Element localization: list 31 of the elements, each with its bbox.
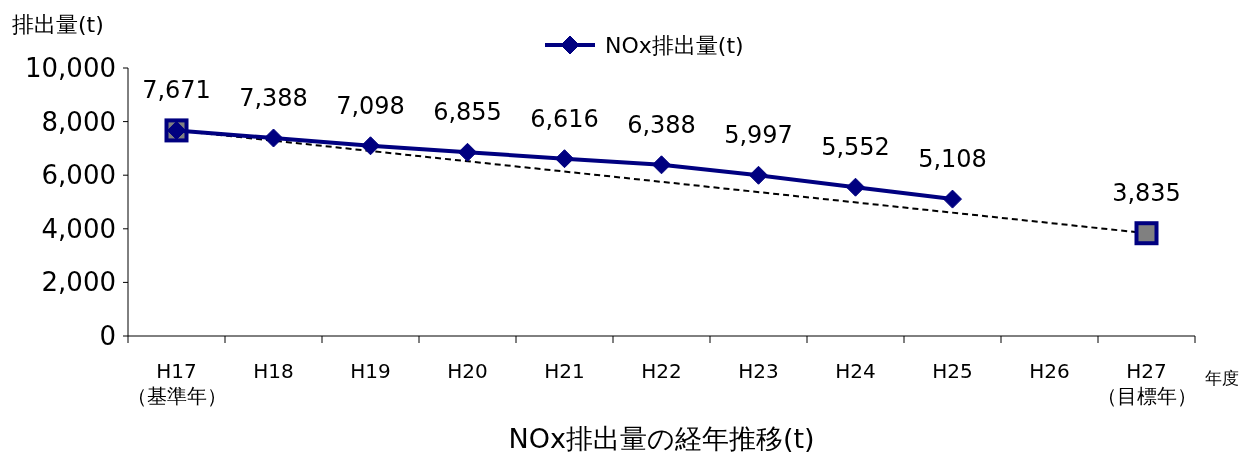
y-tick-label: 10,000 <box>25 53 116 83</box>
data-label: 6,855 <box>433 98 502 127</box>
data-label: 7,388 <box>239 84 308 112</box>
x-tick-label: H21 <box>544 359 585 383</box>
text: NOx排出量の経年推移(t) <box>508 423 815 454</box>
x-tick-label: H23 <box>738 359 779 383</box>
data-label: 6,616 <box>530 104 599 133</box>
data-label: 5,108 <box>918 145 987 174</box>
legend-label: NOx排出量(t) <box>605 33 744 58</box>
x-tick-label: H26 <box>1029 359 1070 383</box>
data-label: 7,671 <box>142 76 211 105</box>
data-label: 5,552 <box>821 133 890 162</box>
x-tick-label: H27 （目標年） <box>1096 359 1197 408</box>
data-label: 7,098 <box>336 91 405 120</box>
x-tick-label: H19 <box>350 359 391 383</box>
x-tick-label: H22 <box>641 359 682 383</box>
y-tick-label: 0 <box>99 321 116 351</box>
y-tick-label: 2,000 <box>41 267 116 298</box>
data-label: 3,835 <box>1112 179 1181 208</box>
x-tick-label: H24 <box>835 359 876 383</box>
x-tick-label: H18 <box>253 359 294 383</box>
x-tick-label: H25 <box>932 359 973 383</box>
x-tick-label: H17 （基準年） <box>126 359 227 408</box>
data-label: 5,997 <box>724 121 793 150</box>
y-tick-label: 6,000 <box>41 160 116 191</box>
x-tick-label: H20 <box>447 359 488 383</box>
x-axis-title: 年度 <box>1205 368 1239 388</box>
y-tick-label: 8,000 <box>41 106 116 137</box>
data-label: 6,388 <box>627 110 696 139</box>
y-tick-label: 4,000 <box>41 213 116 244</box>
y-axis-title: 排出量(t) <box>12 12 104 37</box>
